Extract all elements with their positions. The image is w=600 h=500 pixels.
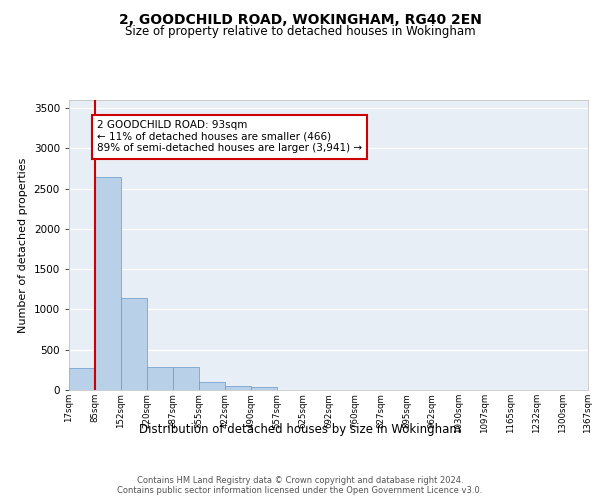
Bar (251, 387, 277, 390)
Text: Contains public sector information licensed under the Open Government Licence v3: Contains public sector information licen… (118, 486, 482, 495)
Bar (224, 386, 251, 390)
Bar (199, 382, 224, 390)
Y-axis label: Number of detached properties: Number of detached properties (18, 158, 28, 332)
Bar (69, 368, 95, 390)
Text: Distribution of detached houses by size in Wokingham: Distribution of detached houses by size … (139, 422, 461, 436)
Text: 2, GOODCHILD ROAD, WOKINGHAM, RG40 2EN: 2, GOODCHILD ROAD, WOKINGHAM, RG40 2EN (119, 12, 481, 26)
Bar (121, 298, 147, 390)
Bar (147, 367, 173, 390)
Text: Contains HM Land Registry data © Crown copyright and database right 2024.: Contains HM Land Registry data © Crown c… (137, 476, 463, 485)
Bar (95, 176, 121, 390)
Text: 2 GOODCHILD ROAD: 93sqm
← 11% of detached houses are smaller (466)
89% of semi-d: 2 GOODCHILD ROAD: 93sqm ← 11% of detache… (97, 120, 362, 154)
Text: Size of property relative to detached houses in Wokingham: Size of property relative to detached ho… (125, 25, 475, 38)
Bar (173, 367, 199, 390)
